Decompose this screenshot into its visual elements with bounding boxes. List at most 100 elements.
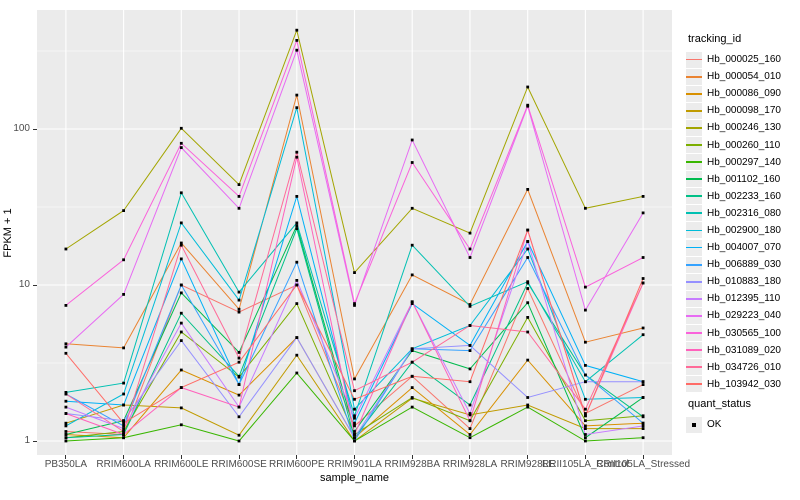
legend-label: Hb_002233_160 xyxy=(707,190,781,202)
data-point xyxy=(122,293,125,296)
x-tick-label: RRIM600SE xyxy=(211,459,267,470)
data-point xyxy=(584,412,587,415)
x-tick xyxy=(180,455,182,459)
legend-entry: Hb_002233_160 xyxy=(686,188,781,205)
legend-entry: Hb_006889_030 xyxy=(686,256,781,273)
data-point xyxy=(179,321,183,325)
data-point xyxy=(237,374,241,378)
y-tick-label: 100 xyxy=(13,123,30,134)
data-point xyxy=(237,360,241,364)
legend-entry: Hb_001102_160 xyxy=(686,171,781,188)
data-point xyxy=(641,195,645,198)
data-point xyxy=(410,243,414,247)
data-point xyxy=(353,304,356,307)
legend-label: Hb_031089_020 xyxy=(707,344,781,356)
data-point xyxy=(353,424,356,428)
legend-line-icon xyxy=(686,280,702,283)
data-point xyxy=(468,433,472,436)
data-point xyxy=(468,324,472,327)
data-point xyxy=(584,433,587,436)
legend-entry: Hb_034726_010 xyxy=(686,359,781,376)
data-point xyxy=(584,419,587,423)
plot-area xyxy=(37,10,672,455)
legend-key xyxy=(686,325,702,342)
data-point xyxy=(295,195,299,198)
data-point xyxy=(237,310,241,314)
x-tick xyxy=(296,455,298,459)
legend-key xyxy=(686,273,702,290)
x-tick-label: RRII105LA_Stressed xyxy=(596,459,691,470)
x-tick xyxy=(65,455,67,459)
legend-entry: Hb_000297_140 xyxy=(686,154,781,171)
legend-entry: Hb_012395_110 xyxy=(686,290,781,307)
legend-key xyxy=(686,137,702,154)
legend-label: Hb_034726_010 xyxy=(707,361,781,373)
data-point xyxy=(468,380,472,384)
legend-key xyxy=(686,51,702,68)
data-point xyxy=(641,256,645,259)
data-point xyxy=(584,414,587,418)
data-point xyxy=(641,326,645,330)
legend-line-icon xyxy=(686,92,702,95)
data-point xyxy=(353,436,356,440)
data-point xyxy=(122,346,125,350)
legend-line-icon xyxy=(686,229,702,232)
series-points-Hb_103942_030 xyxy=(64,228,645,425)
data-point xyxy=(179,368,183,372)
chart-panel xyxy=(37,10,672,455)
legend-label: OK xyxy=(707,419,722,431)
data-point xyxy=(64,424,68,428)
data-point xyxy=(353,397,356,401)
data-point xyxy=(526,85,530,89)
data-point xyxy=(584,206,587,210)
data-point xyxy=(641,427,645,430)
data-point xyxy=(64,351,68,355)
x-tick-label: PB350LA xyxy=(44,459,87,470)
legend-entry: Hb_029223_040 xyxy=(686,307,781,324)
legend-label: Hb_006889_030 xyxy=(707,259,781,271)
x-tick-label: RRII105LA_Control xyxy=(542,459,629,470)
data-point xyxy=(410,347,414,351)
legend-key xyxy=(686,359,702,376)
legend-line-icon xyxy=(686,383,702,386)
legend-label: Hb_000025_160 xyxy=(707,54,781,66)
data-point xyxy=(410,374,414,378)
data-point xyxy=(64,391,68,394)
legend-entry: Hb_000054_010 xyxy=(686,68,781,85)
data-point xyxy=(64,304,68,307)
x-tick-label: RRIM928LE xyxy=(500,459,555,470)
data-point xyxy=(179,339,183,342)
data-point xyxy=(353,439,356,443)
data-point xyxy=(295,93,299,97)
data-point xyxy=(641,277,645,280)
legend-label: Hb_000054_010 xyxy=(707,71,781,83)
legend-line-icon xyxy=(686,75,702,78)
data-point xyxy=(584,407,587,411)
data-point xyxy=(353,416,356,420)
data-point xyxy=(295,227,299,230)
x-tick-label: RRIM600PE xyxy=(268,459,325,470)
data-point xyxy=(641,333,645,337)
legend-line-icon xyxy=(686,332,702,334)
data-point xyxy=(64,430,68,433)
data-point xyxy=(641,424,645,428)
data-point xyxy=(237,206,241,210)
data-point xyxy=(179,386,183,389)
legend2-title: quant_status xyxy=(688,398,751,410)
data-point xyxy=(584,285,587,289)
legend-key xyxy=(686,290,702,307)
data-point xyxy=(353,430,356,433)
data-point xyxy=(526,256,530,259)
y-tick xyxy=(33,128,37,130)
y-axis-title: FPKM + 1 xyxy=(2,208,14,258)
x-tick-label: RRIM600LA xyxy=(96,459,151,470)
data-point xyxy=(179,243,183,247)
x-tick-label: RRIM600LE xyxy=(154,459,209,470)
data-point xyxy=(468,304,472,308)
legend-line-icon xyxy=(686,58,702,61)
legend-label: Hb_002316_080 xyxy=(707,207,781,219)
legend-key xyxy=(686,416,702,433)
data-point xyxy=(410,273,414,277)
legend-label: Hb_010883_180 xyxy=(707,276,781,288)
data-point xyxy=(122,436,125,440)
